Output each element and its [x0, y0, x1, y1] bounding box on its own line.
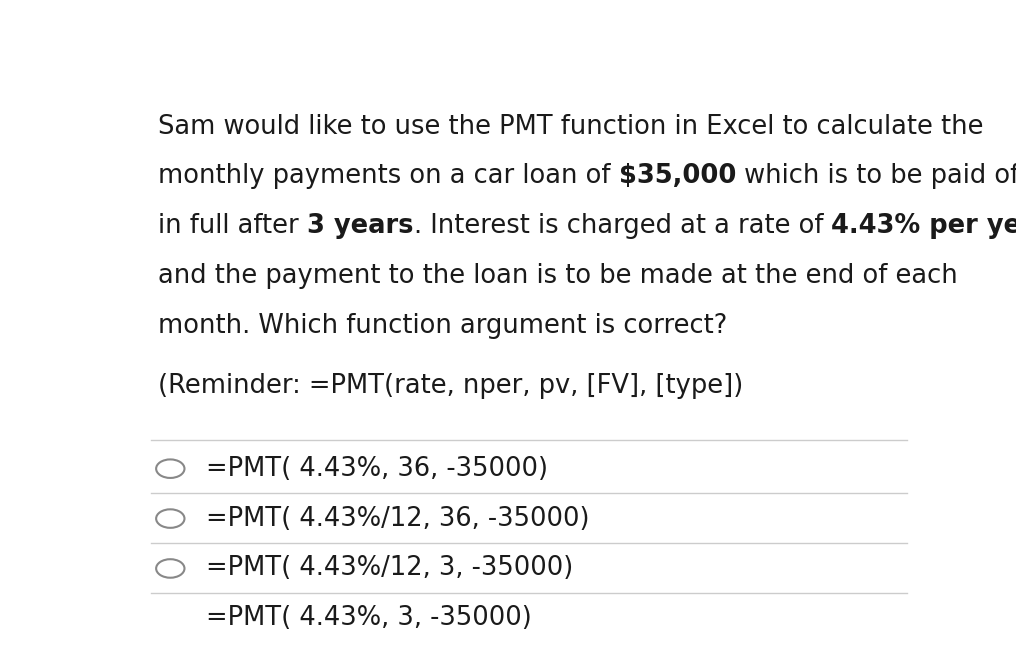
Text: =PMT( 4.43%, 3, -35000): =PMT( 4.43%, 3, -35000) [205, 605, 531, 631]
Text: in full after: in full after [158, 213, 308, 239]
Text: . Interest is charged at a rate of: . Interest is charged at a rate of [414, 213, 831, 239]
Text: =PMT( 4.43%/12, 36, -35000): =PMT( 4.43%/12, 36, -35000) [205, 506, 589, 532]
Text: which is to be paid off: which is to be paid off [737, 164, 1016, 190]
Text: =PMT( 4.43%/12, 3, -35000): =PMT( 4.43%/12, 3, -35000) [205, 556, 573, 581]
Text: 4.43% per year: 4.43% per year [831, 213, 1016, 239]
Text: =PMT( 4.43%, 36, -35000): =PMT( 4.43%, 36, -35000) [205, 456, 548, 482]
Text: (Reminder: =PMT(rate, nper, pv, [FV], [type]): (Reminder: =PMT(rate, nper, pv, [FV], [t… [158, 373, 744, 399]
Text: month. Which function argument is correct?: month. Which function argument is correc… [158, 313, 727, 339]
Text: 3 years: 3 years [308, 213, 414, 239]
Text: $35,000: $35,000 [619, 164, 737, 190]
Text: monthly payments on a car loan of: monthly payments on a car loan of [158, 164, 619, 190]
Text: and the payment to the loan is to be made at the end of each: and the payment to the loan is to be mad… [158, 263, 958, 289]
Text: Sam would like to use the PMT function in Excel to calculate the: Sam would like to use the PMT function i… [158, 114, 983, 140]
